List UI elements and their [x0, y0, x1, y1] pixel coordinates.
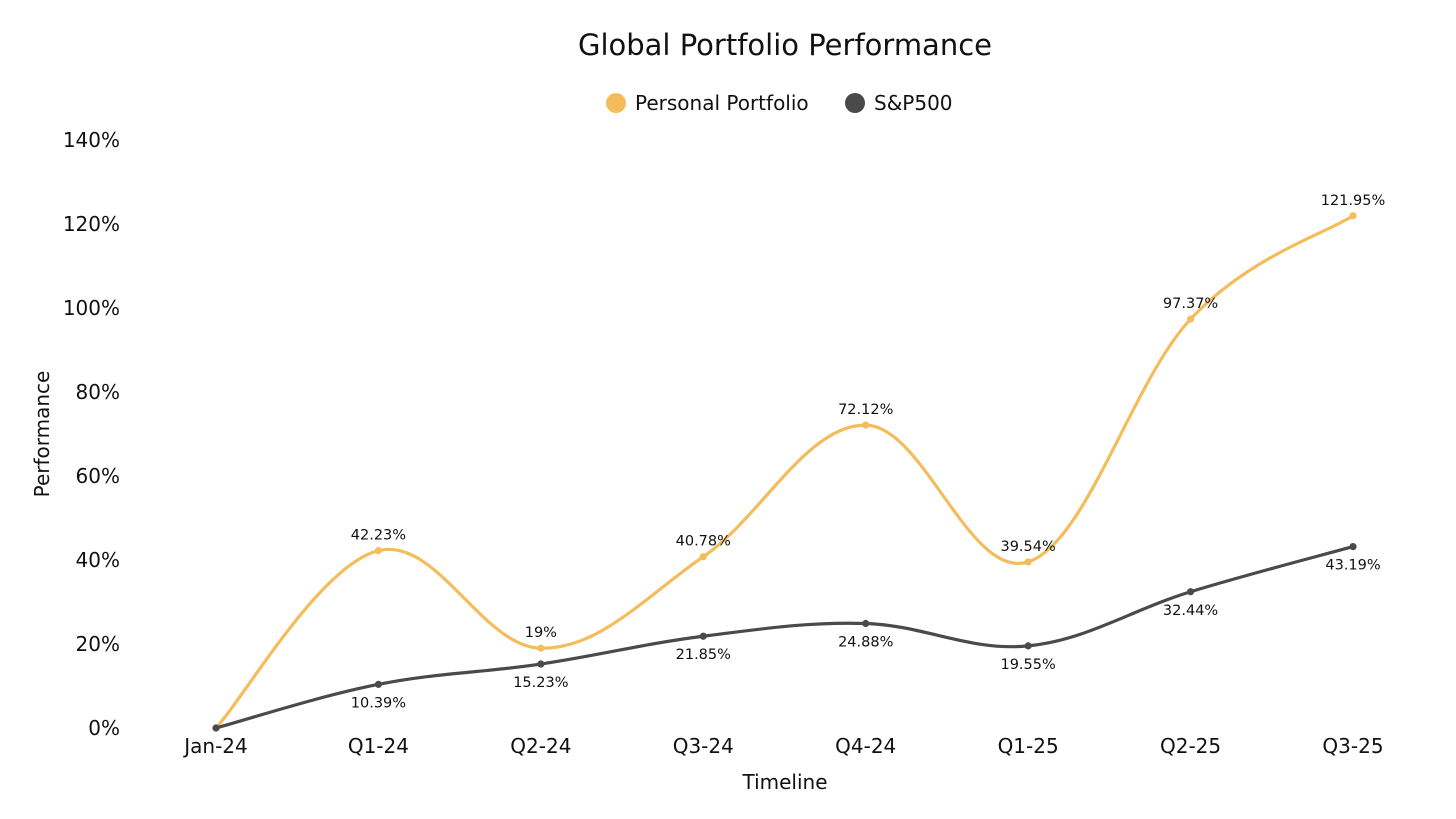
- legend-label: S&P500: [874, 91, 953, 115]
- legend: Personal Portfolio S&P500: [606, 91, 953, 115]
- data-point: [374, 680, 383, 688]
- y-axis-title: Performance: [30, 371, 54, 498]
- legend-item: S&P500: [845, 91, 953, 115]
- data-point: [862, 619, 870, 628]
- x-tick-label: Q4-24: [835, 734, 896, 758]
- series-sp500: 10.39% 15.23% 21.85% 24.88% 19.55% 32.44% 43.1…: [212, 543, 1381, 732]
- data-label: 24.88%: [838, 635, 893, 651]
- data-label: 32.44%: [1163, 603, 1218, 619]
- data-point: [1024, 558, 1032, 566]
- series-line: [214, 545, 1355, 730]
- data-point: [699, 632, 707, 640]
- x-tick-label: Q2-25: [1160, 734, 1221, 758]
- series-personal-portfolio: 42.23% 19% 40.78% 72.12% 39.54% 97.37% 121.95%: [212, 193, 1385, 732]
- data-point: [212, 724, 220, 732]
- data-point: [537, 660, 545, 668]
- data-label: 97.37%: [1163, 296, 1218, 312]
- series-layer: 42.23% 19% 40.78% 72.12% 39.54% 97.37% 121.95%…: [212, 193, 1385, 732]
- y-tick-label: 0%: [88, 716, 120, 740]
- data-label: 39.54%: [1000, 539, 1055, 555]
- legend-marker: [606, 93, 626, 113]
- legend-item: Personal Portfolio: [606, 91, 809, 115]
- y-tick-label: 20%: [76, 632, 120, 656]
- y-tick-label: 40%: [76, 548, 120, 572]
- y-tick-label: 120%: [63, 212, 120, 236]
- x-tick-label: Jan-24: [182, 734, 248, 758]
- y-tick-label: 140%: [63, 128, 120, 152]
- data-point: [1349, 212, 1357, 220]
- chart-title: Global Portfolio Performance: [578, 28, 992, 62]
- data-point: [374, 547, 383, 555]
- data-label: 43.19%: [1325, 558, 1380, 574]
- y-tick-label: 60%: [76, 464, 120, 488]
- x-tick-label: Q3-25: [1322, 734, 1383, 758]
- y-axis: 0% 20% 40% 60% 80% 100% 120% 140%: [63, 128, 120, 740]
- data-label: 72.12%: [838, 402, 893, 418]
- data-point: [537, 644, 545, 652]
- x-tick-label: Q1-25: [998, 734, 1059, 758]
- legend-label: Personal Portfolio: [635, 91, 809, 115]
- data-label: 40.78%: [676, 534, 731, 550]
- data-label: 42.23%: [351, 528, 406, 544]
- data-label: 19%: [525, 625, 557, 641]
- y-tick-label: 80%: [76, 380, 120, 404]
- data-label: 10.39%: [351, 695, 406, 711]
- x-tick-label: Q2-24: [510, 734, 571, 758]
- data-point: [862, 421, 870, 429]
- data-point: [1349, 543, 1357, 551]
- legend-marker: [845, 93, 865, 113]
- data-point: [699, 553, 707, 561]
- data-label: 15.23%: [513, 675, 568, 691]
- x-tick-label: Q3-24: [673, 734, 734, 758]
- data-point: [1024, 642, 1032, 650]
- series-line: [214, 214, 1355, 730]
- data-label: 121.95%: [1321, 193, 1386, 209]
- x-axis-title: Timeline: [741, 770, 827, 794]
- data-point: [1186, 588, 1195, 596]
- data-point: [1186, 315, 1195, 323]
- y-tick-label: 100%: [63, 296, 120, 320]
- x-axis: Jan-24 Q1-24 Q2-24 Q3-24 Q4-24 Q1-25 Q2-25 Q3-2…: [182, 734, 1383, 758]
- x-tick-label: Q1-24: [348, 734, 409, 758]
- data-label: 19.55%: [1000, 657, 1055, 673]
- data-label: 21.85%: [676, 647, 731, 663]
